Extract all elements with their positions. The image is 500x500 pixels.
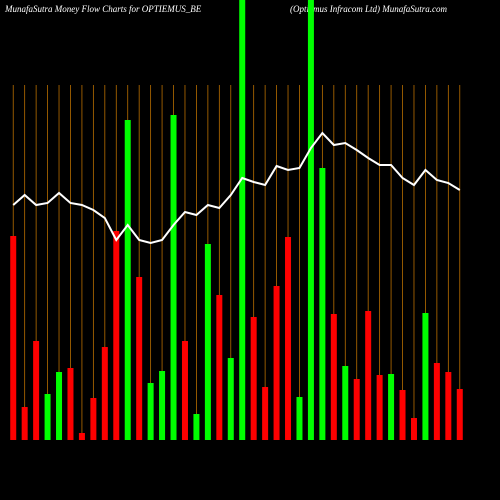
bar — [399, 390, 406, 440]
bar — [159, 371, 166, 440]
chart-subtitle: (Optiemus Infracom Ltd) MunafaSutra.com — [290, 4, 447, 14]
bar — [78, 433, 85, 440]
bar — [21, 407, 28, 440]
bar — [365, 311, 372, 440]
bar — [216, 295, 223, 440]
bar — [10, 236, 17, 440]
chart-title: MunafaSutra Money Flow Charts for OPTIEM… — [4, 4, 202, 14]
bar — [124, 120, 131, 440]
bar — [181, 341, 188, 440]
bar — [353, 379, 360, 440]
bar — [193, 414, 200, 440]
bar — [90, 398, 97, 440]
bar — [204, 244, 211, 440]
bar — [388, 374, 395, 440]
bar — [262, 387, 269, 440]
bar — [285, 237, 292, 440]
bar — [307, 0, 314, 440]
bar — [330, 314, 337, 440]
bar — [376, 375, 383, 440]
bar — [67, 368, 74, 440]
bar — [227, 358, 234, 440]
bar — [44, 394, 51, 440]
bar — [239, 0, 246, 440]
bar — [319, 168, 326, 440]
bar — [410, 418, 417, 440]
bar — [56, 372, 63, 440]
bar — [273, 286, 280, 440]
bar — [445, 372, 452, 440]
bar — [33, 341, 40, 440]
bar — [147, 383, 154, 440]
bar — [296, 397, 303, 440]
bar — [433, 363, 440, 440]
bar — [250, 317, 257, 440]
bar — [136, 277, 143, 440]
bar — [113, 231, 120, 440]
line — [12, 131, 461, 245]
bar — [101, 347, 108, 440]
bar — [422, 313, 429, 440]
bar — [170, 115, 177, 440]
bar — [342, 366, 349, 440]
bar — [456, 389, 463, 440]
